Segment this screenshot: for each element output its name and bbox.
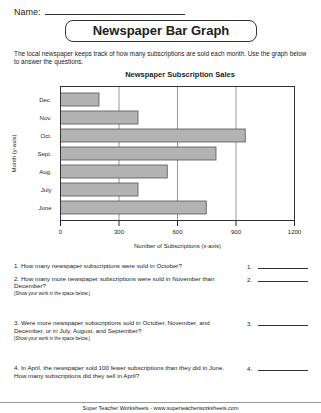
html-text:Newspaper Subscription Sales: Newspaper Subscription Sales [125,70,235,79]
html-text:(Show your work in the space b: (Show your work in the space below.) [14,290,91,296]
svg-text:1200: 1200 [288,229,302,235]
svg-text:Number of Subscriptions (x-axi: Number of Subscriptions (x-axis) [134,243,221,249]
svg-text:600: 600 [172,229,183,235]
html-text:The local newspaper keeps trac: The local newspaper keeps track of how m… [14,50,307,65]
svg-text:July: July [41,187,52,193]
html-text:4.: 4. [247,365,253,373]
svg-text:Sept.: Sept. [37,151,51,157]
html-text:3. Were more newspaper subscri: 3. Were more newspaper subscriptions sol… [14,319,210,334]
svg-text:June: June [38,205,52,211]
svg-text:900: 900 [231,229,242,235]
svg-text:Aug.: Aug. [39,169,52,175]
html-text:3.: 3. [247,320,253,328]
html-text:Name:: Name: [14,7,41,17]
svg-text:Month (y-axis): Month (y-axis) [11,134,17,172]
svg-text:0: 0 [59,229,63,235]
html-text:Newspaper Bar Graph: Newspaper Bar Graph [92,23,230,38]
svg-text:Nov.: Nov. [40,115,52,121]
svg-text:300: 300 [114,229,125,235]
html-text:2.: 2. [247,275,253,283]
html-text:Super Teacher Worksheets - www: Super Teacher Worksheets - www.superteac… [82,405,239,411]
html-text:2. How many more newspaper sub: 2. How many more newspaper subscriptions… [14,274,215,290]
svg-text:Dec.: Dec. [39,97,52,103]
html-text:1.: 1. [247,263,253,270]
html-text:1. How many newspaper subscrip: 1. How many newspaper subscriptions were… [14,262,182,269]
html-text:(Show your work in the space b: (Show your work in the space below.) [14,335,91,341]
svg-text:Oct.: Oct. [40,133,51,139]
html-text:4. In April, the newspaper sol: 4. In April, the newspaper sold 100 fewe… [14,364,225,379]
